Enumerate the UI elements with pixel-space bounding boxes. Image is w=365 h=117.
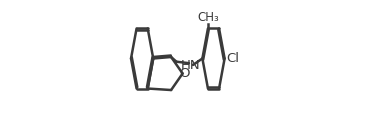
Text: Cl: Cl [227, 52, 240, 65]
Text: CH₃: CH₃ [197, 11, 219, 24]
Text: HN: HN [180, 59, 200, 72]
Text: O: O [179, 67, 189, 80]
